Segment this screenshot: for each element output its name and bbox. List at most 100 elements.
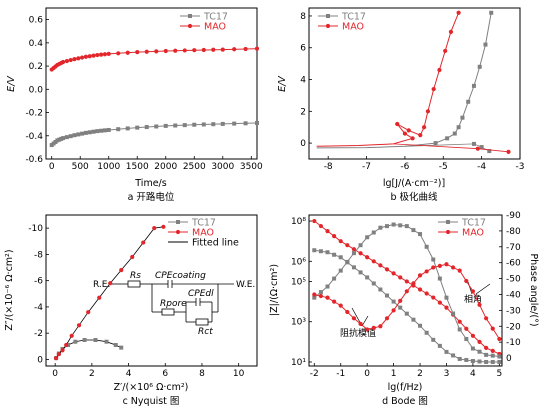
data-point — [443, 48, 448, 54]
data-point — [358, 321, 363, 326]
y-tick-label: 10¹ — [291, 358, 306, 368]
x-tick-label: 3500 — [240, 162, 263, 172]
data-point — [444, 305, 449, 310]
data-point — [154, 49, 159, 54]
x-tick-label: 500 — [72, 162, 89, 172]
data-point — [358, 243, 363, 248]
data-point — [106, 51, 111, 56]
data-point — [182, 48, 187, 53]
data-point — [484, 352, 489, 357]
legend-marker — [187, 23, 193, 29]
data-point — [56, 352, 61, 357]
data-point — [417, 287, 423, 292]
data-point — [398, 305, 403, 310]
data-point — [378, 225, 383, 230]
data-point — [404, 311, 409, 316]
data-point — [125, 126, 130, 131]
data-point — [365, 235, 370, 240]
data-point — [106, 127, 111, 132]
data-point — [161, 224, 166, 229]
data-point — [490, 359, 495, 364]
data-point — [211, 122, 216, 127]
data-point — [371, 259, 376, 264]
panel-d-ylabel-right: Phase angle/(°) — [528, 253, 539, 326]
data-point — [444, 262, 449, 267]
data-point — [464, 326, 469, 331]
data-point — [437, 276, 442, 281]
data-point — [451, 353, 456, 358]
data-point — [318, 223, 323, 229]
data-point — [192, 48, 197, 53]
y2-tick-label: -10 — [506, 338, 521, 348]
y2-tick-label: -80 — [506, 227, 521, 237]
y-tick-label: 0 — [300, 139, 306, 149]
data-point — [135, 125, 140, 130]
data-point — [102, 128, 107, 133]
x-tick-label: -2 — [310, 369, 319, 379]
data-point — [102, 52, 108, 57]
data-point — [358, 270, 363, 275]
legend-marker — [176, 220, 180, 224]
data-point — [484, 345, 489, 350]
data-point — [254, 46, 260, 51]
y-tick-label: 6 — [300, 44, 306, 54]
data-point — [477, 349, 482, 354]
x-tick-label: 4 — [470, 369, 476, 379]
data-point — [64, 135, 69, 140]
data-point — [484, 359, 489, 364]
data-point — [318, 290, 323, 295]
data-point — [116, 51, 121, 56]
x-tick-label: 0 — [364, 369, 370, 379]
data-point — [479, 145, 484, 150]
data-point — [332, 276, 337, 281]
data-point — [97, 295, 102, 300]
data-point — [83, 130, 88, 135]
data-point — [425, 109, 431, 114]
data-point — [325, 250, 330, 255]
caption-b: b 极化曲线 — [390, 191, 438, 203]
fitted-line-tc17 — [55, 339, 122, 359]
legend-marker — [188, 14, 192, 18]
caption-c: c Nyquist 图 — [123, 396, 180, 407]
data-point — [384, 293, 389, 298]
data-point — [477, 64, 482, 69]
y-tick-label: 2 — [300, 107, 306, 117]
x-tick-label: 2000 — [154, 162, 177, 172]
x-tick-label: 4 — [126, 369, 132, 379]
data-point — [475, 146, 480, 151]
data-point — [489, 10, 494, 15]
data-point — [490, 348, 495, 353]
data-point — [457, 319, 462, 324]
y-tick-label: -0.6 — [25, 155, 43, 165]
data-point — [338, 255, 343, 260]
data-point — [410, 136, 415, 141]
data-point — [418, 323, 423, 328]
data-point — [444, 295, 449, 300]
caption-d: d Bode 图 — [382, 396, 428, 407]
data-point — [470, 289, 476, 294]
x-tick-label: -1 — [336, 369, 345, 379]
data-point — [345, 243, 350, 248]
data-point — [457, 268, 462, 273]
data-point — [220, 121, 225, 126]
circuit-re-label: R.E. — [93, 280, 110, 290]
data-point — [255, 120, 259, 125]
y-tick-label: 0.4 — [29, 39, 44, 49]
y-tick-label: 10⁸ — [291, 217, 306, 227]
panel-c-xlabel: Z′/(×10⁶ Ω·cm²) — [114, 382, 189, 393]
annotation-phase: 相角 — [464, 293, 482, 305]
data-point — [437, 300, 442, 305]
equivalent-circuit — [112, 280, 234, 326]
x-tick-label: -4 — [477, 162, 486, 172]
data-point — [464, 336, 469, 341]
panel-d-frame — [308, 214, 503, 367]
data-point — [431, 86, 436, 92]
data-point — [404, 279, 409, 284]
data-point — [232, 121, 237, 126]
data-point — [135, 50, 140, 55]
data-point — [99, 52, 104, 57]
data-point — [351, 247, 357, 252]
y-tick-label: 10⁶ — [291, 257, 306, 267]
chart-marks: 0 500 1000 1500 2000 2500 3000 3500-0.6-0.4-0.2… — [25, 10, 524, 379]
